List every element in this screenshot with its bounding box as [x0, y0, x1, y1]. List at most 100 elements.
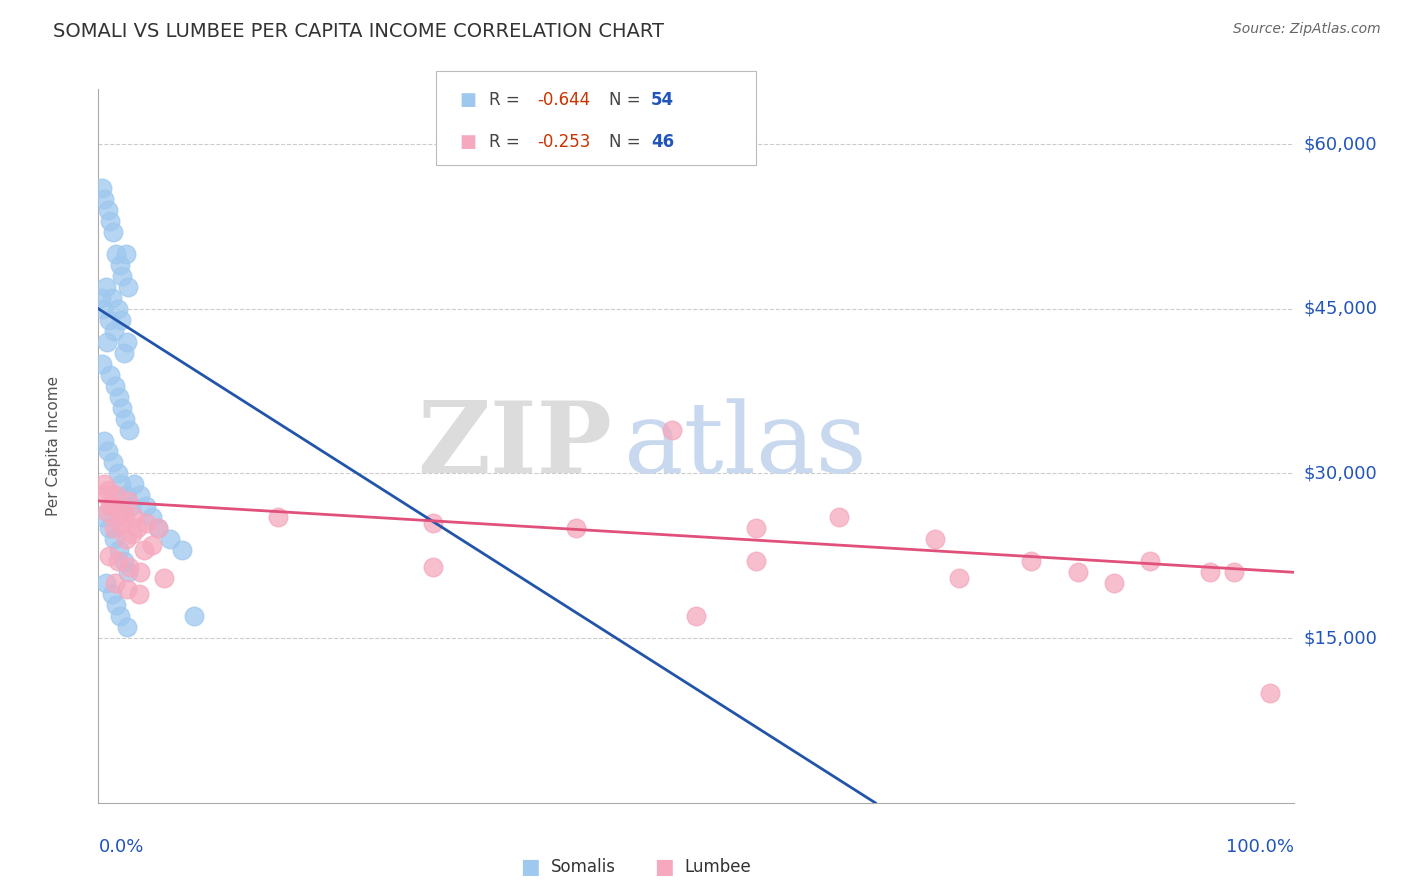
- Point: [112, 345, 135, 359]
- Point: [135, 500, 157, 514]
- Point: [117, 494, 139, 508]
- Point: [107, 543, 129, 558]
- Point: [115, 334, 138, 349]
- Text: R =: R =: [489, 91, 526, 109]
- Point: [105, 247, 128, 261]
- Point: [125, 521, 148, 535]
- Point: [120, 500, 142, 514]
- Point: [103, 521, 125, 535]
- Point: [103, 324, 125, 338]
- Point: [159, 533, 181, 547]
- Point: [135, 516, 157, 530]
- Point: [98, 312, 121, 326]
- Point: [91, 181, 114, 195]
- Text: $45,000: $45,000: [1303, 300, 1376, 318]
- Point: [110, 312, 132, 326]
- Text: 46: 46: [651, 133, 673, 151]
- Text: ■: ■: [460, 91, 477, 109]
- Point: [115, 533, 138, 547]
- Text: 54: 54: [651, 91, 673, 109]
- Point: [141, 510, 163, 524]
- Text: Somalis: Somalis: [551, 858, 616, 876]
- Point: [97, 202, 120, 217]
- Point: [124, 510, 146, 524]
- Point: [107, 390, 129, 404]
- Text: R =: R =: [489, 133, 526, 151]
- Point: [111, 401, 134, 415]
- Point: [118, 423, 141, 437]
- Text: ■: ■: [460, 133, 477, 151]
- Point: [110, 477, 132, 491]
- Point: [745, 554, 768, 568]
- Point: [129, 566, 152, 580]
- Point: [1067, 566, 1090, 580]
- Point: [97, 444, 120, 458]
- Text: atlas: atlas: [624, 398, 868, 494]
- Point: [148, 521, 170, 535]
- Point: [93, 434, 115, 448]
- Point: [98, 214, 122, 228]
- Point: [100, 587, 122, 601]
- Point: [104, 378, 127, 392]
- Point: [98, 521, 121, 535]
- Point: [94, 488, 117, 502]
- Point: [115, 582, 138, 596]
- Point: [422, 559, 444, 574]
- Point: [1199, 566, 1222, 580]
- Point: [118, 559, 141, 574]
- Point: [745, 521, 768, 535]
- Point: [107, 554, 129, 568]
- Text: $15,000: $15,000: [1303, 629, 1376, 647]
- Point: [94, 576, 117, 591]
- Point: [111, 268, 134, 283]
- Point: [93, 477, 115, 491]
- Text: $30,000: $30,000: [1303, 465, 1376, 483]
- Point: [153, 571, 176, 585]
- Text: Source: ZipAtlas.com: Source: ZipAtlas.com: [1233, 22, 1381, 37]
- Point: [93, 192, 115, 206]
- Text: Lumbee: Lumbee: [685, 858, 751, 876]
- Point: [117, 566, 139, 580]
- Text: -0.644: -0.644: [537, 91, 591, 109]
- Point: [148, 521, 170, 535]
- Point: [97, 483, 120, 497]
- Point: [90, 291, 112, 305]
- Point: [108, 609, 131, 624]
- Point: [1223, 566, 1246, 580]
- Point: [422, 516, 444, 530]
- Point: [108, 258, 131, 272]
- Point: [101, 500, 124, 514]
- Point: [128, 587, 150, 601]
- Point: [96, 505, 118, 519]
- Point: [114, 411, 136, 425]
- Point: [115, 620, 138, 634]
- Point: [141, 538, 163, 552]
- Point: [1258, 686, 1281, 700]
- Point: [183, 609, 205, 624]
- Point: [267, 510, 290, 524]
- Point: [121, 526, 143, 541]
- Text: SOMALI VS LUMBEE PER CAPITA INCOME CORRELATION CHART: SOMALI VS LUMBEE PER CAPITA INCOME CORRE…: [53, 22, 665, 41]
- Point: [100, 291, 122, 305]
- Point: [115, 488, 138, 502]
- Point: [96, 334, 118, 349]
- Text: ■: ■: [520, 857, 540, 877]
- Point: [1019, 554, 1042, 568]
- Point: [101, 225, 124, 239]
- Point: [1104, 576, 1126, 591]
- Point: [107, 467, 129, 481]
- Point: [101, 455, 124, 469]
- Point: [105, 488, 128, 502]
- Point: [94, 280, 117, 294]
- Point: [115, 247, 138, 261]
- Point: [565, 521, 588, 535]
- Text: 0.0%: 0.0%: [98, 838, 143, 856]
- Point: [98, 500, 122, 514]
- Text: Per Capita Income: Per Capita Income: [45, 376, 60, 516]
- Point: [124, 477, 146, 491]
- Point: [828, 510, 851, 524]
- Text: 100.0%: 100.0%: [1226, 838, 1294, 856]
- Point: [91, 510, 114, 524]
- Point: [685, 609, 707, 624]
- Point: [91, 301, 114, 316]
